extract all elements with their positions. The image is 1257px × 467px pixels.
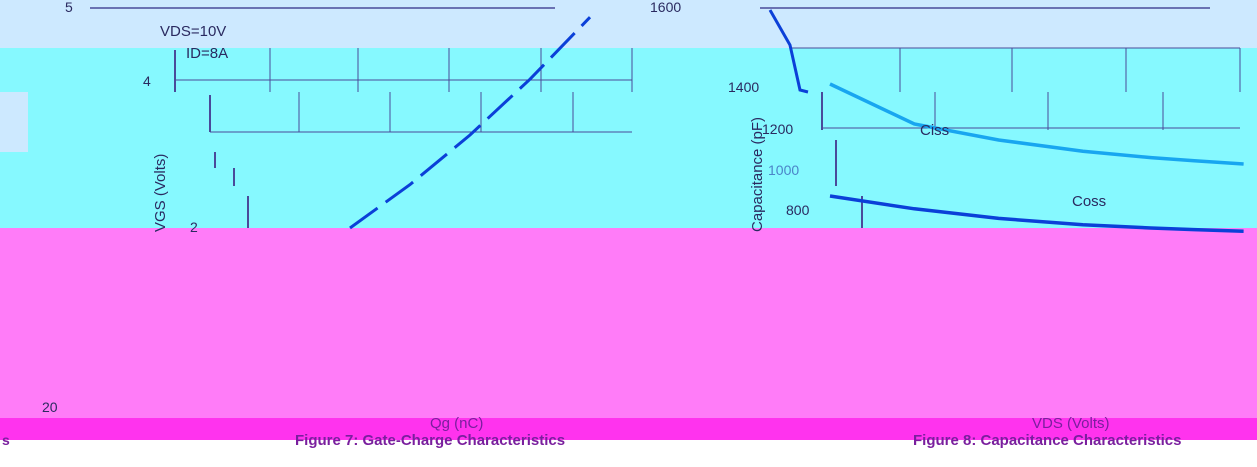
right-label-coss: Coss <box>1072 193 1106 210</box>
left-xlabel: Qg (nC) <box>430 415 483 432</box>
right-ytick-1400: 1400 <box>728 79 759 95</box>
right-xlabel: VDS (Volts) <box>1032 415 1110 432</box>
band-bottom-white <box>0 440 1257 467</box>
left-annotation-id: ID=8A <box>186 45 228 62</box>
right-label-ciss: Ciss <box>920 122 949 139</box>
left-ytick-5: 5 <box>65 0 73 15</box>
right-top-number: 1600 <box>650 0 681 15</box>
capacitance-crss-drop <box>768 9 809 94</box>
left-figure-caption: Figure 7: Gate-Charge Characteristics <box>295 432 566 449</box>
right-ytick-1000: 1000 <box>768 162 799 178</box>
band-magenta <box>0 228 1257 418</box>
right-ylabel: Capacitance (pF) <box>749 117 766 232</box>
right-figure-caption: Figure 8: Capacitance Characteristics <box>913 432 1182 449</box>
right-ytick-800: 800 <box>786 202 810 218</box>
band-left-notch <box>0 92 28 152</box>
left-ylabel: VGS (Volts) <box>152 154 169 232</box>
left-ytick-4: 4 <box>143 73 151 89</box>
band-cyan <box>0 48 1257 228</box>
band-magenta-dark <box>0 418 1257 440</box>
right-ytick-1200: 1200 <box>762 121 793 137</box>
left-ytick-2: 2 <box>190 219 198 235</box>
left-annotation-vds: VDS=10V <box>160 23 226 40</box>
left-bottom-number: 20 <box>42 399 58 415</box>
edge-glyph: s <box>2 432 10 448</box>
